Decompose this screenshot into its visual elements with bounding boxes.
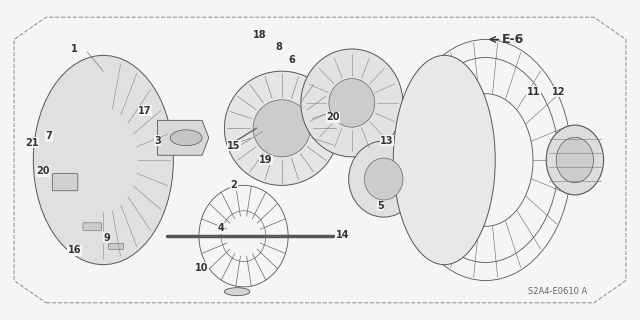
Text: 8: 8 bbox=[275, 42, 282, 52]
Text: 16: 16 bbox=[68, 245, 81, 255]
Circle shape bbox=[447, 215, 462, 223]
Text: 3: 3 bbox=[154, 136, 161, 146]
Text: 1: 1 bbox=[71, 44, 78, 54]
Polygon shape bbox=[157, 120, 209, 155]
Text: 4: 4 bbox=[218, 223, 225, 233]
Text: 19: 19 bbox=[259, 155, 273, 165]
Ellipse shape bbox=[253, 100, 310, 157]
Ellipse shape bbox=[556, 137, 593, 183]
Text: 6: 6 bbox=[288, 55, 294, 65]
Circle shape bbox=[410, 188, 426, 195]
Ellipse shape bbox=[546, 125, 604, 195]
Text: 14: 14 bbox=[335, 229, 349, 240]
Ellipse shape bbox=[364, 158, 403, 200]
Text: 2: 2 bbox=[230, 180, 237, 190]
Circle shape bbox=[452, 102, 467, 109]
Text: 9: 9 bbox=[103, 233, 110, 243]
Text: 10: 10 bbox=[195, 263, 209, 273]
Text: 5: 5 bbox=[377, 201, 384, 211]
Text: 13: 13 bbox=[380, 136, 394, 146]
FancyBboxPatch shape bbox=[52, 174, 78, 191]
Text: 12: 12 bbox=[552, 87, 566, 97]
Circle shape bbox=[170, 130, 202, 146]
Text: 18: 18 bbox=[253, 30, 266, 40]
Ellipse shape bbox=[301, 49, 403, 157]
Text: 17: 17 bbox=[138, 106, 152, 116]
Text: 11: 11 bbox=[527, 87, 540, 97]
Text: 15: 15 bbox=[227, 141, 241, 151]
Text: 7: 7 bbox=[46, 131, 52, 141]
Polygon shape bbox=[33, 55, 173, 265]
Text: 21: 21 bbox=[25, 138, 39, 148]
Ellipse shape bbox=[329, 79, 375, 127]
Ellipse shape bbox=[225, 288, 250, 296]
Text: 20: 20 bbox=[326, 112, 339, 122]
Ellipse shape bbox=[394, 55, 495, 265]
Circle shape bbox=[417, 108, 432, 116]
Ellipse shape bbox=[349, 141, 419, 217]
Circle shape bbox=[428, 152, 460, 168]
FancyBboxPatch shape bbox=[108, 244, 124, 250]
Text: E-6: E-6 bbox=[502, 33, 524, 46]
Ellipse shape bbox=[225, 71, 339, 185]
Text: S2A4-E0610 A: S2A4-E0610 A bbox=[529, 287, 588, 296]
FancyBboxPatch shape bbox=[83, 223, 101, 230]
Text: 20: 20 bbox=[36, 166, 49, 176]
